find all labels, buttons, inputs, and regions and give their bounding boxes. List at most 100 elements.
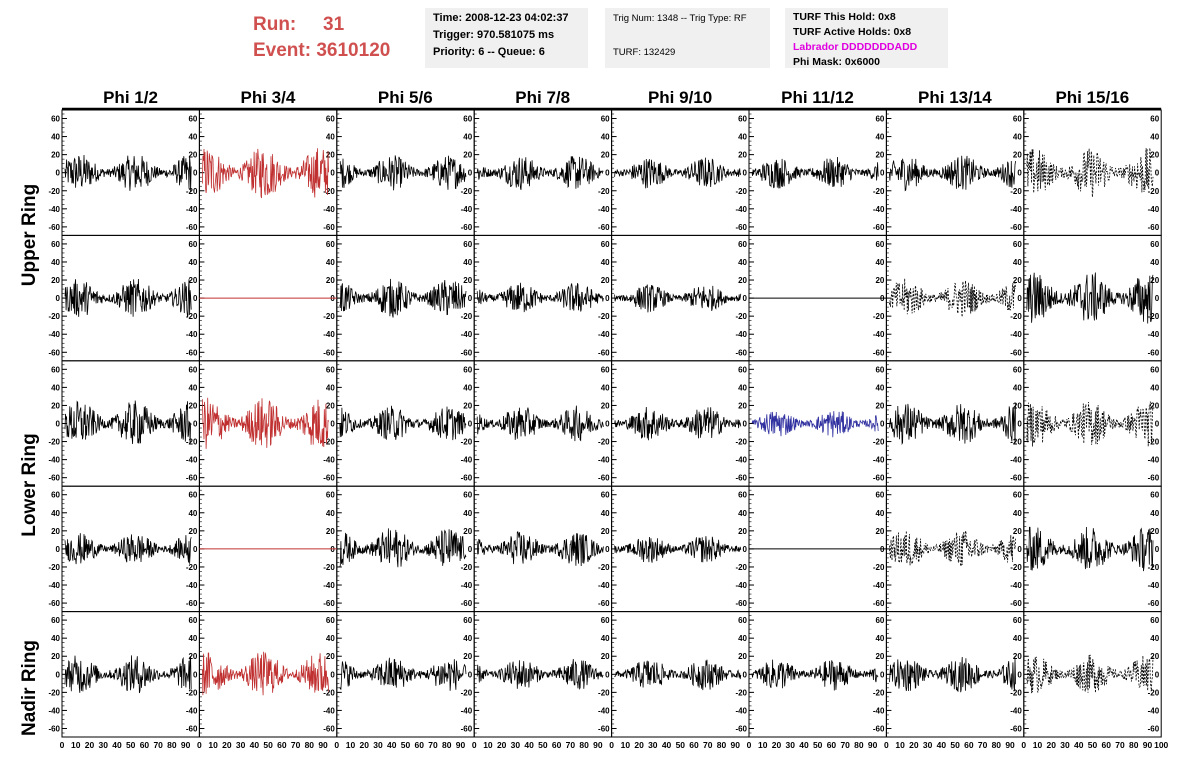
y-tick-label-left: 60 [51,616,60,625]
turf-text: TURF: 132429 [613,47,676,58]
waveform-trace [339,155,467,191]
y-tick-label: -40 [323,706,335,715]
y-tick-label-left: -40 [48,205,60,214]
y-tick-label: 40 [601,634,610,643]
y-tick-label: 40 [1150,634,1159,643]
y-tick-label: 40 [463,509,472,518]
y-tick-label: 20 [1013,276,1022,285]
column-header: Phi 1/2 [103,88,158,107]
y-tick-label: -60 [186,348,198,357]
y-tick-label: 20 [1150,652,1159,661]
column-header: Phi 9/10 [647,88,713,107]
y-tick-label: 60 [188,491,197,500]
waveform-trace [889,403,1016,446]
y-tick-label: -40 [873,330,885,339]
y-tick-label: -60 [873,223,885,232]
y-tick-label: 20 [326,276,335,285]
x-tick-label: 90 [1005,740,1015,750]
y-tick-label: -20 [1148,563,1160,572]
y-tick-label: -60 [1010,223,1022,232]
y-tick-label: 40 [1150,133,1159,142]
y-tick-label: 40 [601,258,610,267]
x-tick-label: 70 [840,740,850,750]
y-tick-label: -60 [186,223,198,232]
y-tick-label: 60 [738,240,747,249]
run-value: 31 [323,14,345,35]
waveform-trace [1026,272,1154,324]
y-tick-label: 60 [875,115,884,124]
y-tick-label: -20 [1010,187,1022,196]
x-tick-label: 30 [98,740,108,750]
y-tick-label: -20 [1148,688,1160,697]
waveform-trace [476,156,604,191]
y-tick-label: 60 [188,365,197,374]
waveform-trace [64,655,192,694]
y-tick-label: -60 [735,599,747,608]
y-tick-label: 40 [738,258,747,267]
y-tick-label: 0 [880,670,885,679]
y-tick-label: 40 [326,634,335,643]
y-tick-label: 20 [875,401,884,410]
x-tick-label: 0 [884,740,889,750]
turf-panel: TURF This Hold: 0x8 TURF Active Holds: 0… [785,8,948,68]
y-tick-label: 60 [326,491,335,500]
x-tick-label: 80 [992,740,1002,750]
y-tick-label-left: 20 [51,652,60,661]
y-tick-label: -60 [598,223,610,232]
y-tick-label: -40 [461,330,473,339]
y-tick-label: -20 [1010,438,1022,447]
y-tick-label-left: -60 [48,599,60,608]
y-tick-label: -60 [461,348,473,357]
y-tick-label: 20 [738,151,747,160]
y-tick-label: -60 [1010,474,1022,483]
x-tick-label: 30 [1060,740,1070,750]
y-tick-label: -40 [598,706,610,715]
y-tick-label: -40 [186,581,198,590]
y-tick-label: 40 [738,133,747,142]
y-tick-label: -60 [598,474,610,483]
y-tick-label-left: 0 [56,670,61,679]
y-tick-label: 0 [330,420,335,429]
y-tick-label: -40 [186,456,198,465]
y-tick-label: -60 [1148,724,1160,733]
y-tick-label: -20 [323,688,335,697]
y-tick-label: 60 [188,240,197,249]
y-tick-label: 40 [1013,258,1022,267]
y-tick-label-left: -60 [48,724,60,733]
y-tick-label: 0 [193,294,198,303]
y-tick-label: -60 [323,599,335,608]
y-tick-label: 40 [326,383,335,392]
x-tick-label: 0 [334,740,339,750]
y-tick-label: -40 [735,706,747,715]
y-tick-label: -20 [1148,438,1160,447]
y-tick-label: -60 [323,474,335,483]
y-tick-label-left: -60 [48,223,60,232]
x-tick-label: 0 [197,740,202,750]
y-tick-label: 60 [463,240,472,249]
time-panel: Time: 2008-12-23 04:02:37 Trigger: 970.5… [425,8,588,68]
x-tick-label: 0 [472,740,477,750]
x-tick-label: 40 [799,740,809,750]
y-tick-label: -20 [1010,563,1022,572]
time-text: Time: 2008-12-23 04:02:37 [433,12,569,24]
run-event-box: Run: 31 Event: 3610120 [253,12,390,64]
y-tick-label: 60 [601,365,610,374]
y-tick-label: 0 [605,169,610,178]
x-tick-label: 10 [346,740,356,750]
y-tick-label-left: -20 [48,688,60,697]
waveform-trace [339,528,467,568]
x-tick-label: 40 [1074,740,1084,750]
y-tick-label: 40 [1013,383,1022,392]
y-tick-label: -40 [598,581,610,590]
y-tick-label: 0 [1155,670,1160,679]
y-tick-label: -60 [461,474,473,483]
y-tick-label: 0 [193,670,198,679]
x-tick-label: 50 [401,740,411,750]
trig-num-text: Trig Num: 1348 -- Trig Type: RF [613,13,747,24]
y-tick-label: 40 [1013,634,1022,643]
column-header: Phi 13/14 [918,88,992,107]
y-tick-label: 20 [1150,151,1159,160]
y-tick-label: 20 [738,527,747,536]
waveform-trace [476,405,604,442]
y-tick-label: 40 [1150,383,1159,392]
